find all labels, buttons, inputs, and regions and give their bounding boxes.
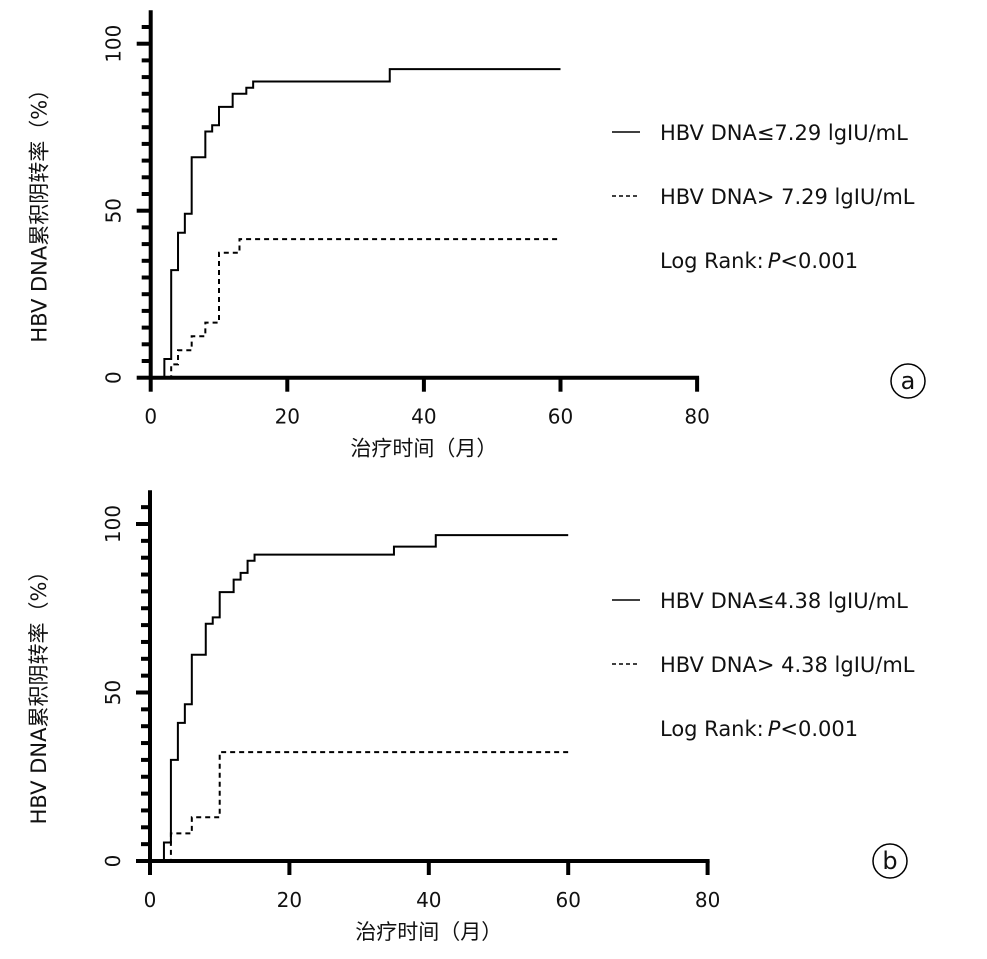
x-tick-label: 80 [684, 405, 709, 429]
annotation-suffix: <0.001 [780, 249, 858, 273]
y-tick-label: 0 [101, 855, 125, 868]
y-tick-label: 100 [101, 505, 125, 543]
panel-a: 0 50 100 0 20 40 60 80 治疗时间（月） HBV DNA累积阴转率（%） HBV… [28, 10, 926, 461]
legend-label: HBV DNA≤4.38 lgIU/mL [660, 589, 908, 613]
x-tick-label: 60 [555, 888, 580, 912]
y-axis-label: HBV DNA累积阴转率（%） [28, 79, 52, 343]
x-tick-label: 80 [695, 888, 720, 912]
y-tick-label: 50 [102, 198, 126, 223]
x-tick-label: 20 [275, 405, 300, 429]
series-line-dashed [150, 238, 561, 379]
x-tick-label: 0 [144, 405, 157, 429]
legend-label: HBV DNA≤7.29 lgIU/mL [660, 121, 908, 145]
x-tick-label: 0 [144, 888, 157, 912]
x-tick-label: 40 [411, 405, 436, 429]
y-axis-label: HBV DNA累积阴转率（%） [27, 561, 51, 825]
legend-label: HBV DNA> 4.38 lgIU/mL [660, 653, 915, 677]
x-axis-label: 治疗时间（月） [350, 437, 497, 461]
annotation-suffix: <0.001 [780, 717, 858, 741]
panel-label: b [882, 847, 897, 875]
panel-label: a [901, 367, 916, 395]
series-line-solid [150, 68, 561, 379]
panel-label-circle [872, 843, 908, 879]
y-tick-label: 100 [102, 25, 126, 63]
legend-label: HBV DNA> 7.29 lgIU/mL [660, 185, 915, 209]
x-tick-label: 20 [277, 888, 302, 912]
log-rank-annotation: Log Rank: P<0.001 [660, 717, 858, 741]
log-rank-annotation: Log Rank: P<0.001 [660, 249, 858, 273]
annotation-prefix: Log Rank: [660, 249, 764, 273]
x-axis-label: 治疗时间（月） [355, 920, 502, 944]
annotation-p: P [768, 249, 781, 273]
y-tick-label: 0 [102, 371, 126, 384]
annotation-p: P [768, 717, 781, 741]
x-tick-label: 60 [548, 405, 573, 429]
y-tick-label: 50 [101, 680, 125, 705]
series-line-solid [150, 534, 569, 862]
x-tick-label: 40 [416, 888, 441, 912]
annotation-prefix: Log Rank: [660, 717, 764, 741]
panel-label-circle [890, 363, 926, 399]
panel-b: 0 50 100 0 20 40 60 80 治疗时间（月） HBV DNA累积阴转率（%） HBV… [27, 490, 915, 944]
series-line-dashed [150, 751, 569, 862]
